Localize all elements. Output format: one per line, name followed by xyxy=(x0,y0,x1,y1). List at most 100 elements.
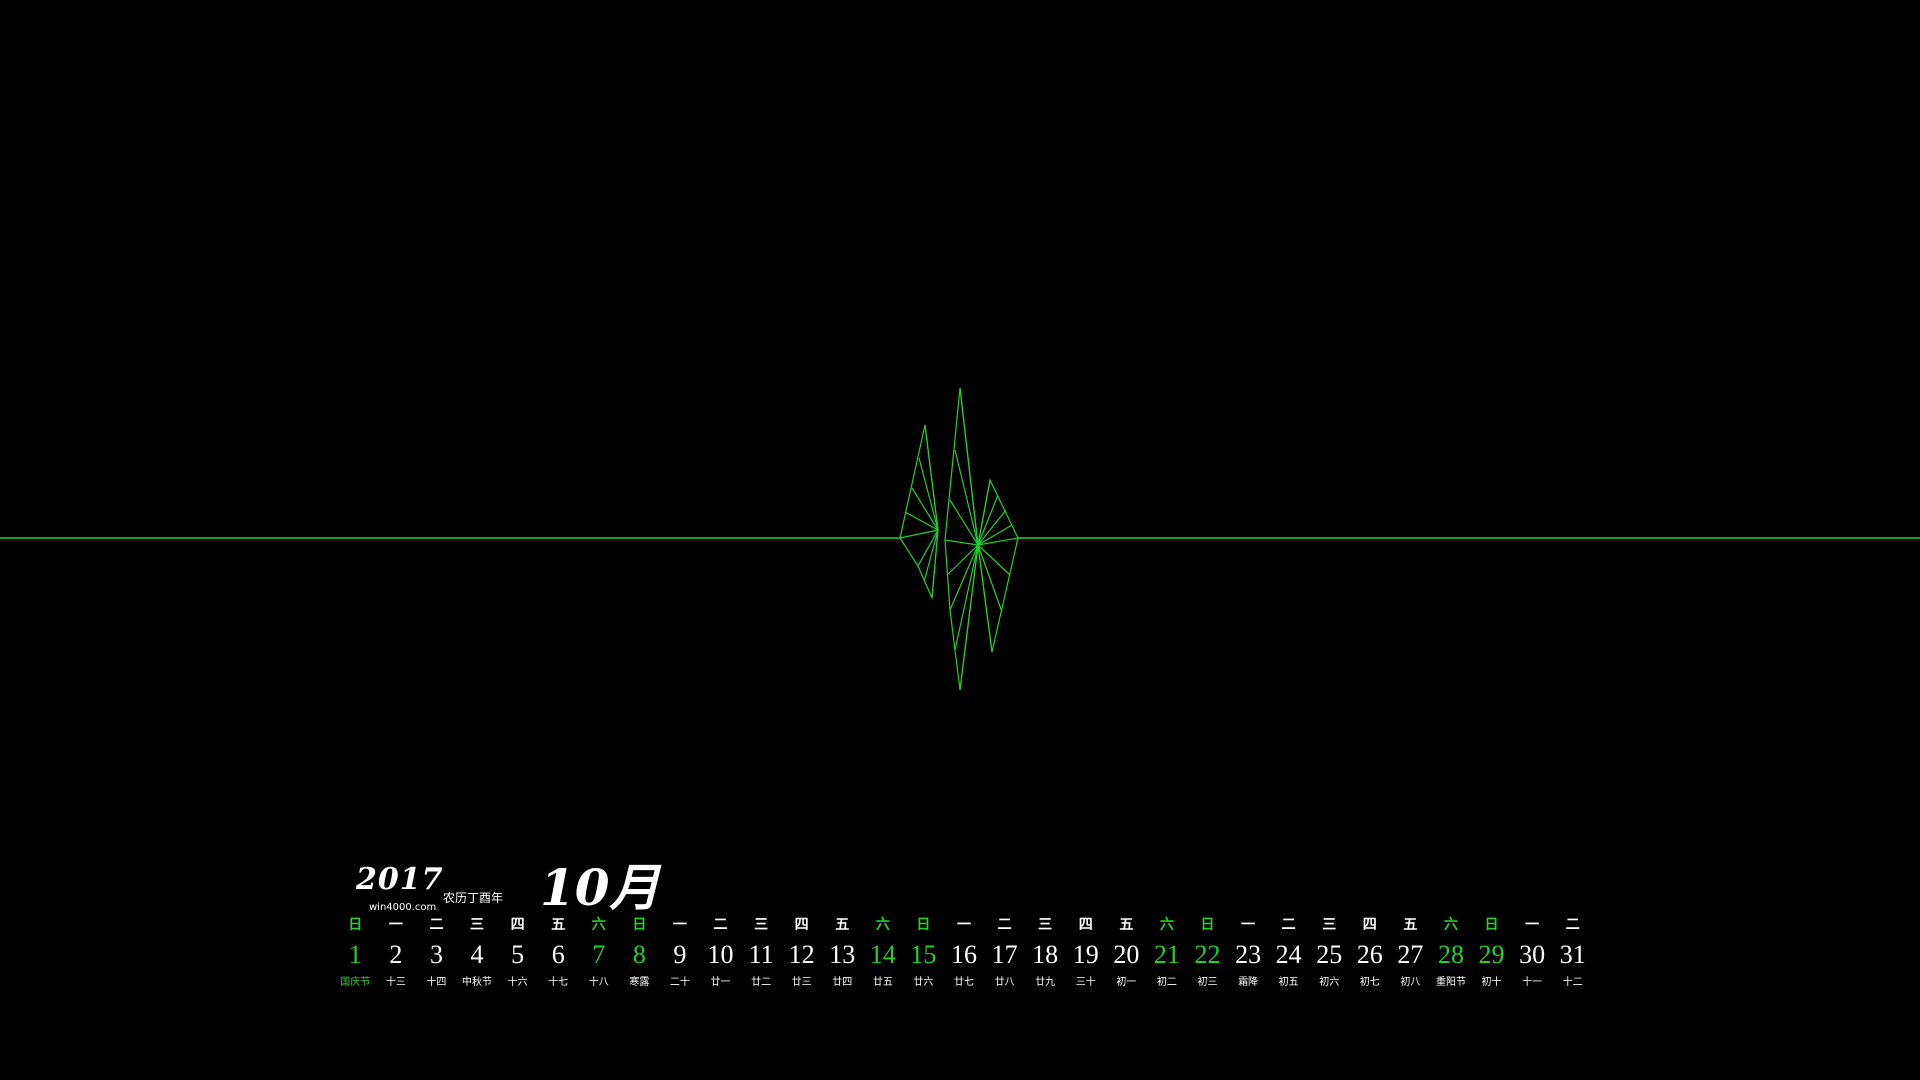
calendar-day-number: 9 xyxy=(673,940,687,969)
calendar-day: 日 29 初十 xyxy=(1470,913,1514,1003)
calendar-day-number: 3 xyxy=(429,940,443,969)
calendar-weekday: 二 xyxy=(1281,917,1296,933)
calendar-weekday: 二 xyxy=(997,917,1012,933)
calendar-day-number: 21 xyxy=(1153,940,1180,969)
calendar-weekday: 三 xyxy=(1322,917,1337,933)
calendar-weekday: 四 xyxy=(1362,917,1377,933)
calendar-day-number: 23 xyxy=(1235,940,1262,969)
calendar-weekday: 二 xyxy=(713,917,728,933)
calendar-lunar-day: 初一 xyxy=(1116,977,1137,988)
calendar-weekday: 六 xyxy=(1443,917,1458,933)
calendar-day-number: 7 xyxy=(592,940,606,969)
calendar-weekday: 三 xyxy=(754,917,769,933)
calendar-weekday: 一 xyxy=(388,917,403,933)
calendar-day: 四 5 十六 xyxy=(496,913,540,1003)
calendar-lunar-day: 初五 xyxy=(1278,977,1299,988)
calendar-day: 一 23 霜降 xyxy=(1226,913,1270,1003)
calendar-month: 10月 xyxy=(540,858,660,917)
shard-right-ray xyxy=(977,544,1011,576)
calendar-weekday: 三 xyxy=(470,917,485,933)
calendar-day: 三 25 初六 xyxy=(1307,913,1351,1003)
shard-center-ray xyxy=(946,544,979,576)
shard-right-ray xyxy=(977,544,1003,613)
calendar-year: 2017 xyxy=(356,862,444,897)
calendar-day: 二 17 廿八 xyxy=(983,913,1027,1003)
calendar-day: 二 10 廿一 xyxy=(699,913,743,1003)
calendar-day: 一 16 廿七 xyxy=(942,913,986,1003)
calendar-day-number: 5 xyxy=(511,940,525,969)
calendar-lunar-day: 十一 xyxy=(1522,977,1543,988)
calendar-weekday: 五 xyxy=(1403,917,1418,933)
calendar-day: 三 4 中秋节 xyxy=(455,913,499,1003)
calendar-weekday: 五 xyxy=(551,917,566,933)
calendar-day-number: 14 xyxy=(869,940,896,969)
calendar-lunar-day: 初七 xyxy=(1359,977,1380,988)
calendar-lunar-day: 初二 xyxy=(1156,977,1177,988)
calendar-day: 五 6 十七 xyxy=(536,913,580,1003)
calendar-lunar-day: 廿二 xyxy=(751,977,772,988)
calendar-day-number: 12 xyxy=(788,940,815,969)
calendar-lunar-day: 廿九 xyxy=(1035,977,1056,988)
calendar-lunar-day: 廿一 xyxy=(710,977,731,988)
shard-center-ray xyxy=(954,449,979,546)
calendar-day-number: 11 xyxy=(748,940,774,969)
calendar-weekday: 二 xyxy=(429,917,444,933)
calendar-day: 五 13 廿四 xyxy=(820,913,864,1003)
calendar-day-number: 15 xyxy=(910,940,937,969)
calendar-weekday: 四 xyxy=(510,917,525,933)
shard-right-ray xyxy=(977,509,1007,546)
shard-left-ray xyxy=(917,529,939,567)
calendar-lunar-day: 初十 xyxy=(1481,977,1502,988)
calendar-lunar-day: 二十 xyxy=(669,977,690,988)
shard-center-ray xyxy=(944,539,979,546)
shard-center-ray xyxy=(954,544,979,651)
shard-left-ray xyxy=(924,424,939,531)
waveform-shards xyxy=(899,387,1019,691)
calendar-day: 一 30 十一 xyxy=(1510,913,1554,1003)
shard-right-ray xyxy=(977,494,999,546)
calendar-lunar-day: 十八 xyxy=(588,977,609,988)
calendar-lunar-day: 三十 xyxy=(1075,977,1096,988)
calendar-weekday: 日 xyxy=(632,917,647,933)
shard-left-ray xyxy=(904,511,939,531)
calendar-lunar-day: 重阳节 xyxy=(1435,977,1466,988)
calendar-day: 二 31 十二 xyxy=(1551,913,1595,1003)
shard-left-ray xyxy=(931,529,939,599)
calendar-day: 日 22 初三 xyxy=(1185,913,1229,1003)
calendar-site-label: win4000.com xyxy=(369,902,437,913)
calendar-lunar-day: 廿四 xyxy=(832,977,853,988)
shard-center-ray xyxy=(959,544,979,691)
calendar-strip: 日 1 国庆节一 2 十三二 3 十四三 4 中秋节四 5 十六五 6 十七六 7 十八日 8 寒露一 9 二十二 1… xyxy=(335,913,1593,1003)
calendar-day: 三 18 廿九 xyxy=(1023,913,1067,1003)
calendar-day-number: 31 xyxy=(1559,940,1586,969)
shard-center xyxy=(944,387,979,691)
calendar-day-number: 10 xyxy=(707,940,734,969)
shard-right xyxy=(977,478,1019,653)
calendar-weekday: 六 xyxy=(1159,917,1174,933)
shard-right-ray xyxy=(977,544,993,653)
calendar-lunar-day: 十六 xyxy=(507,977,528,988)
calendar-weekday: 一 xyxy=(957,917,971,933)
shard-right-ray xyxy=(977,537,1019,546)
calendar-day-number: 26 xyxy=(1356,940,1383,969)
calendar-day: 六 28 重阳节 xyxy=(1429,913,1473,1003)
calendar-lunar-day: 廿七 xyxy=(954,977,974,988)
shard-left-ray xyxy=(911,487,939,531)
calendar-weekday: 日 xyxy=(348,917,363,933)
calendar-day: 日 1 国庆节 xyxy=(333,913,377,1003)
shard-center-ray xyxy=(949,544,979,611)
calendar-lunar-day: 廿八 xyxy=(994,977,1015,988)
calendar-day: 六 14 廿五 xyxy=(861,913,905,1003)
calendar-day-number: 24 xyxy=(1275,940,1302,969)
calendar-day-number: 19 xyxy=(1072,940,1099,969)
calendar-weekday: 一 xyxy=(672,917,687,933)
calendar-weekday: 二 xyxy=(1565,917,1580,933)
calendar-weekday: 日 xyxy=(916,917,931,933)
calendar-lunar-day: 寒露 xyxy=(629,977,650,988)
calendar-day: 四 19 三十 xyxy=(1064,913,1108,1003)
calendar-weekday: 一 xyxy=(1525,917,1540,933)
calendar-lunar-day: 十四 xyxy=(426,977,447,988)
calendar-weekday: 一 xyxy=(1241,917,1256,933)
